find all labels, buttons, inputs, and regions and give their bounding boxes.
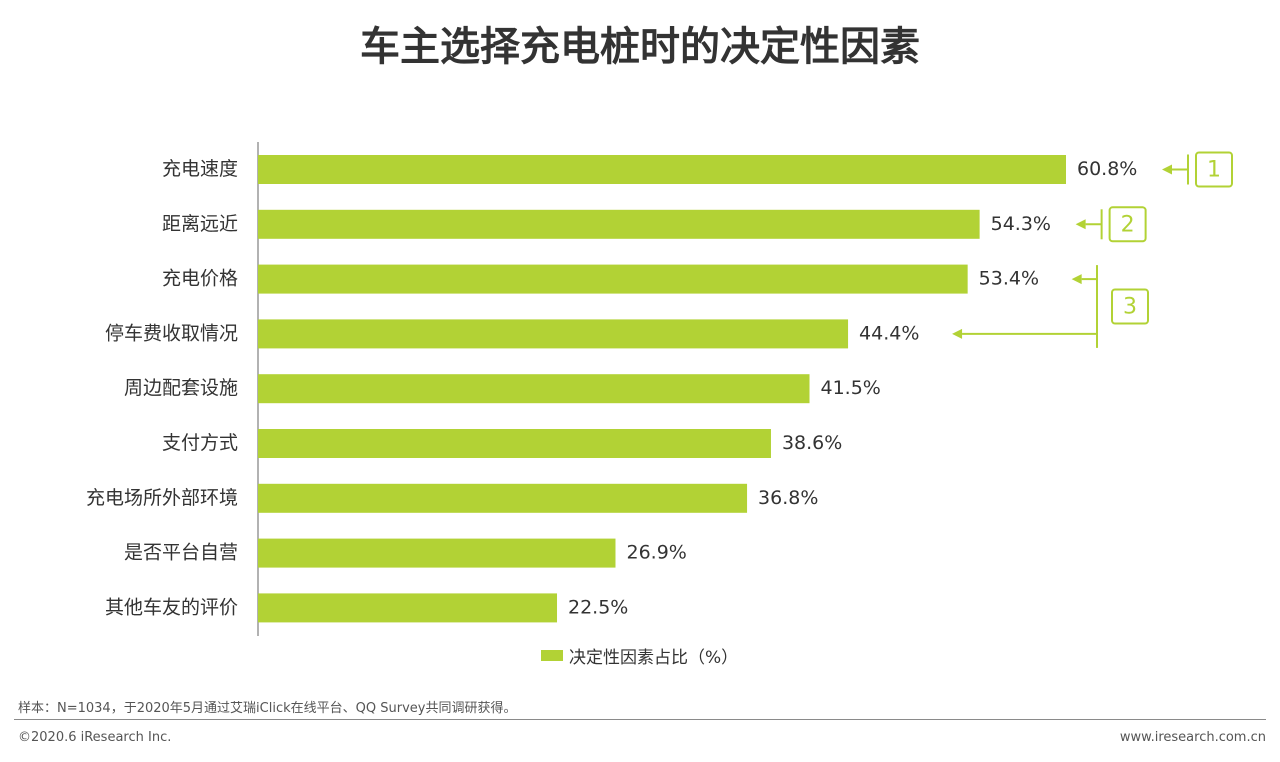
annotation-2-arrowhead xyxy=(1075,219,1086,230)
annotation-2-box xyxy=(1108,206,1147,243)
annotation-1-box xyxy=(1195,151,1233,188)
annotation-3-arrowhead-1 xyxy=(1071,274,1082,285)
sample-note: 样本：N=1034，于2020年5月通过艾瑞iClick在线平台、QQ Surv… xyxy=(18,701,517,716)
bar-8 xyxy=(258,538,616,568)
value-label-3: 53.4% xyxy=(979,268,1039,290)
copyright: ©2020.6 iResearch Inc. xyxy=(18,730,172,745)
annotation-1-number: 1 xyxy=(1207,158,1221,183)
category-label-1: 充电速度 xyxy=(162,158,238,180)
annotation-3-number: 3 xyxy=(1123,295,1137,320)
category-label-3: 充电价格 xyxy=(162,268,238,290)
bar-7 xyxy=(258,483,748,513)
category-label-8: 是否平台自营 xyxy=(124,542,238,564)
chart-title: 车主选择充电桩时的决定性因素 xyxy=(360,24,920,70)
annotation-2-number: 2 xyxy=(1121,212,1135,237)
legend-swatch xyxy=(541,650,563,661)
category-label-6: 支付方式 xyxy=(162,432,238,454)
labels-group: 充电速度 60.8% 距离远近 54.3% 充电价格 53.4% 停车费收取情况 44.4% 周… xyxy=(86,158,1137,618)
annotation-3-box xyxy=(1111,288,1149,325)
value-label-5: 41.5% xyxy=(821,377,881,399)
bar-6 xyxy=(258,429,771,458)
bar-2 xyxy=(258,209,980,239)
category-label-2: 距离远近 xyxy=(162,213,238,235)
bar-4 xyxy=(258,319,849,349)
value-label-7: 36.8% xyxy=(758,487,818,509)
value-label-2: 54.3% xyxy=(991,213,1051,235)
footer-divider xyxy=(14,719,1266,720)
bar-5 xyxy=(258,374,810,404)
annotation-1-arrowhead xyxy=(1162,164,1172,175)
category-label-4: 停车费收取情况 xyxy=(105,322,238,344)
category-label-7: 充电场所外部环境 xyxy=(86,487,238,509)
annotation-3-arrowhead-2 xyxy=(952,328,963,339)
category-label-5: 周边配套设施 xyxy=(124,377,238,399)
legend: 决定性因素占比（%） xyxy=(541,643,738,668)
legend-label: 决定性因素占比（%） xyxy=(569,648,739,668)
bar-chart: 充电速度 60.8% 距离远近 54.3% 充电价格 53.4% 停车费收取情况 44.4% 周… xyxy=(86,142,1233,636)
value-label-1: 60.8% xyxy=(1077,158,1137,180)
value-label-8: 26.9% xyxy=(626,542,686,564)
category-label-9: 其他车友的评价 xyxy=(105,596,238,618)
bar-1 xyxy=(258,155,1066,184)
bars-group xyxy=(258,155,1066,623)
annotations-group: 1 2 3 xyxy=(952,151,1233,348)
bar-9 xyxy=(258,593,558,623)
value-label-9: 22.5% xyxy=(568,596,628,618)
website-link[interactable]: www.iresearch.com.cn xyxy=(1119,730,1266,745)
bar-3 xyxy=(258,264,968,294)
value-label-6: 38.6% xyxy=(782,432,842,454)
value-label-4: 44.4% xyxy=(859,322,919,344)
